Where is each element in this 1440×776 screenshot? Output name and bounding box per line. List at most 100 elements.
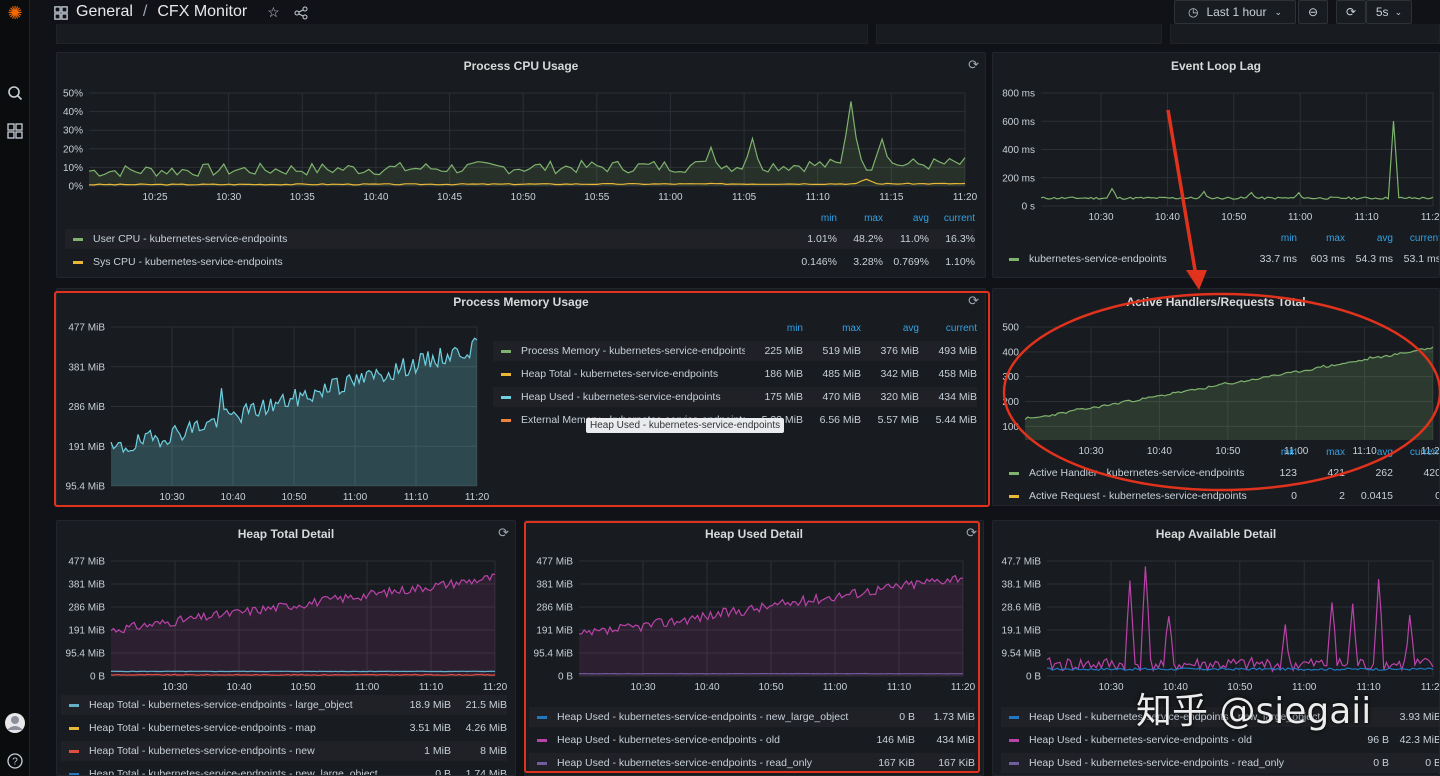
series-color-swatch[interactable] — [1009, 257, 1019, 261]
legend-item[interactable]: User CPU - kubernetes-service-endpoints 1… — [65, 229, 975, 249]
legend-item[interactable]: Heap Total - kubernetes-service-endpoint… — [61, 741, 507, 761]
legend-header-avg[interactable]: avg — [1376, 233, 1393, 244]
heap-available-detail-panel[interactable]: Heap Available Detail 47.7 MiB 38.1 MiB 28… — [992, 520, 1440, 776]
series-color-swatch[interactable] — [501, 418, 511, 422]
legend-item[interactable]: Heap Total - kubernetes-service-endpoint… — [61, 718, 507, 738]
series-color-swatch[interactable] — [1009, 471, 1019, 475]
legend-series-name[interactable]: Heap Used - kubernetes-service-endpoints… — [1029, 711, 1321, 723]
legend-series-name[interactable]: Heap Total - kubernetes-service-endpoint… — [89, 699, 353, 711]
dashboard-title[interactable]: CFX Monitor — [157, 3, 248, 20]
series-color-swatch[interactable] — [1009, 738, 1019, 742]
legend-series-name[interactable]: Heap Used - kubernetes-service-endpoints… — [557, 734, 780, 746]
legend-series-name[interactable]: Heap Total - kubernetes-service-endpoint… — [89, 722, 316, 734]
legend-header-current[interactable]: current — [943, 213, 975, 224]
event-loop-lag-panel[interactable]: Event Loop Lag 800 ms 600 ms 400 ms 200 ms 0… — [992, 52, 1440, 278]
legend-header-avg[interactable]: avg — [912, 213, 929, 224]
graph-area[interactable]: 47.7 MiB 38.1 MiB 28.6 MiB 19.1 MiB 9.54 MiB… — [993, 521, 1439, 694]
star-icon[interactable]: ☆ — [267, 3, 280, 20]
legend-series-name[interactable]: Process Memory - kubernetes-service-endp… — [521, 345, 745, 357]
legend-series-name[interactable]: Heap Total - kubernetes-service-endpoint… — [89, 768, 378, 776]
legend-series-name[interactable]: Heap Used - kubernetes-service-endpoints… — [1029, 734, 1252, 746]
legend-series-name[interactable]: Heap Total - kubernetes-service-endpoint… — [521, 368, 719, 380]
legend-header-max[interactable]: max — [842, 323, 861, 334]
legend-header-current[interactable]: current — [945, 323, 977, 334]
legend-series-name[interactable]: Heap Used - kubernetes-service-endpoints… — [557, 757, 813, 769]
legend-header-min[interactable]: min — [1280, 447, 1297, 458]
series-color-swatch[interactable] — [1009, 761, 1019, 765]
series-color-swatch[interactable] — [69, 749, 79, 753]
active-handlers-panel[interactable]: Active Handlers/Requests Total 500 400 300… — [992, 288, 1440, 506]
refresh-interval-picker[interactable]: 5s ⌄ — [1366, 0, 1412, 24]
legend-series-name[interactable]: Heap Total - kubernetes-service-endpoint… — [89, 745, 315, 757]
refresh-button[interactable]: ⟳ — [1336, 0, 1366, 24]
time-range-picker[interactable]: ◷ Last 1 hour ⌄ — [1174, 0, 1296, 24]
legend-item[interactable]: Heap Used - kubernetes-service-endpoints… — [1001, 730, 1439, 750]
series-color-swatch[interactable] — [1009, 494, 1019, 498]
legend-series-name[interactable]: Active Request - kubernetes-service-endp… — [1029, 490, 1247, 502]
process-memory-usage-panel[interactable]: Process Memory Usage ⟳ 477 MiB 381 MiB 286… — [56, 288, 986, 506]
process-cpu-usage-panel[interactable]: Process CPU Usage ⟳ 50% 40% 30% 20% 10% 0% 10:… — [56, 52, 986, 278]
legend-item[interactable]: Heap Used - kubernetes-service-endpoints… — [529, 707, 975, 727]
legend-header-avg[interactable]: avg — [902, 323, 919, 334]
legend-header-max[interactable]: max — [864, 213, 883, 224]
series-color-swatch[interactable] — [501, 349, 511, 353]
grafana-logo-icon[interactable]: ✺ — [7, 2, 23, 23]
breadcrumb-folder[interactable]: General — [76, 3, 133, 20]
legend-item[interactable]: Heap Total - kubernetes-service-endpoint… — [61, 695, 507, 715]
series-color-swatch[interactable] — [501, 395, 511, 399]
series-color-swatch[interactable] — [537, 715, 547, 719]
legend-item[interactable]: kubernetes-service-endpoints 33.7 ms 603 m… — [1001, 249, 1439, 269]
legend-series-name[interactable]: Heap Used - kubernetes-service-endpoints… — [557, 711, 849, 723]
graph-area[interactable]: 477 MiB 381 MiB 286 MiB 191 MiB 95.4 MiB 0 B 1… — [57, 521, 508, 694]
graph-area[interactable]: 477 MiB 381 MiB 286 MiB 191 MiB 95.4 MiB 0 B 1… — [525, 521, 976, 694]
series-color-swatch[interactable] — [73, 237, 83, 241]
dashboards-grid-icon[interactable] — [4, 120, 26, 142]
legend-series-name[interactable]: Sys CPU - kubernetes-service-endpoints — [93, 256, 283, 268]
search-icon[interactable] — [4, 82, 26, 104]
series-color-swatch[interactable] — [69, 772, 79, 775]
legend-item[interactable]: Process Memory - kubernetes-service-endp… — [493, 341, 977, 361]
legend-header-max[interactable]: max — [1326, 233, 1345, 244]
legend-header-min[interactable]: min — [786, 323, 803, 334]
legend-item[interactable]: Active Handler - kubernetes-service-endp… — [1001, 463, 1439, 483]
series-color-swatch[interactable] — [501, 372, 511, 376]
legend-header-min[interactable]: min — [820, 213, 837, 224]
legend-item[interactable]: Heap Total - kubernetes-service-endpoint… — [493, 364, 977, 384]
series-color-swatch[interactable] — [69, 726, 79, 730]
panel-title[interactable]: Process Memory Usage — [453, 295, 589, 309]
heap-used-detail-panel[interactable]: Heap Used Detail ⟳ 477 MiB 381 MiB 286 MiB… — [524, 520, 984, 776]
legend-series-name[interactable]: Heap Used - kubernetes-service-endpoints — [521, 391, 721, 403]
legend-item[interactable]: Heap Used - kubernetes-service-endpoints… — [1001, 707, 1439, 727]
user-avatar-icon[interactable] — [4, 712, 26, 734]
graph-area[interactable]: 50% 40% 30% 20% 10% 0% 10:25 10:30 10:35 10:40 10:… — [57, 53, 978, 204]
panel-title[interactable]: Event Loop Lag — [1171, 59, 1261, 73]
series-color-swatch[interactable] — [1009, 715, 1019, 719]
legend-item[interactable]: Heap Total - kubernetes-service-endpoint… — [61, 764, 507, 776]
series-color-swatch[interactable] — [69, 703, 79, 707]
legend-series-name[interactable]: Active Handler - kubernetes-service-endp… — [1029, 467, 1245, 479]
panel-title[interactable]: Heap Total Detail — [237, 527, 335, 541]
legend-series-name[interactable]: kubernetes-service-endpoints — [1029, 253, 1167, 265]
legend-item[interactable]: Heap Used - kubernetes-service-endpoints… — [493, 387, 977, 407]
panel-title[interactable]: Heap Available Detail — [1155, 527, 1277, 541]
share-icon[interactable] — [294, 4, 308, 20]
panel-title[interactable]: Heap Used Detail — [704, 527, 804, 541]
panel-title[interactable]: Process CPU Usage — [463, 59, 579, 73]
series-color-swatch[interactable] — [537, 738, 547, 742]
legend-item[interactable]: Heap Used - kubernetes-service-endpoints… — [529, 730, 975, 750]
series-color-swatch[interactable] — [537, 761, 547, 765]
zoom-out-button[interactable]: ⊖ — [1298, 0, 1328, 24]
legend-header-current[interactable]: current — [1409, 233, 1440, 244]
legend-header-current[interactable]: current — [1409, 447, 1440, 458]
legend-header-min[interactable]: min — [1280, 233, 1297, 244]
legend-header-avg[interactable]: avg — [1376, 447, 1393, 458]
heap-total-detail-panel[interactable]: Heap Total Detail ⟳ 477 MiB 381 MiB 286 Mi… — [56, 520, 516, 776]
legend-series-name[interactable]: Heap Used - kubernetes-service-endpoints… — [1029, 757, 1285, 769]
legend-item[interactable]: Sys CPU - kubernetes-service-endpoints 0.… — [65, 252, 975, 272]
legend-item[interactable]: Heap Used - kubernetes-service-endpoints… — [529, 753, 975, 773]
graph-area[interactable]: 800 ms 600 ms 400 ms 200 ms 0 s 10:30 10:40 10:… — [993, 53, 1439, 224]
legend-item[interactable]: Heap Used - kubernetes-service-endpoints… — [1001, 753, 1439, 773]
series-color-swatch[interactable] — [73, 260, 83, 264]
legend-series-name[interactable]: User CPU - kubernetes-service-endpoints — [93, 233, 288, 245]
